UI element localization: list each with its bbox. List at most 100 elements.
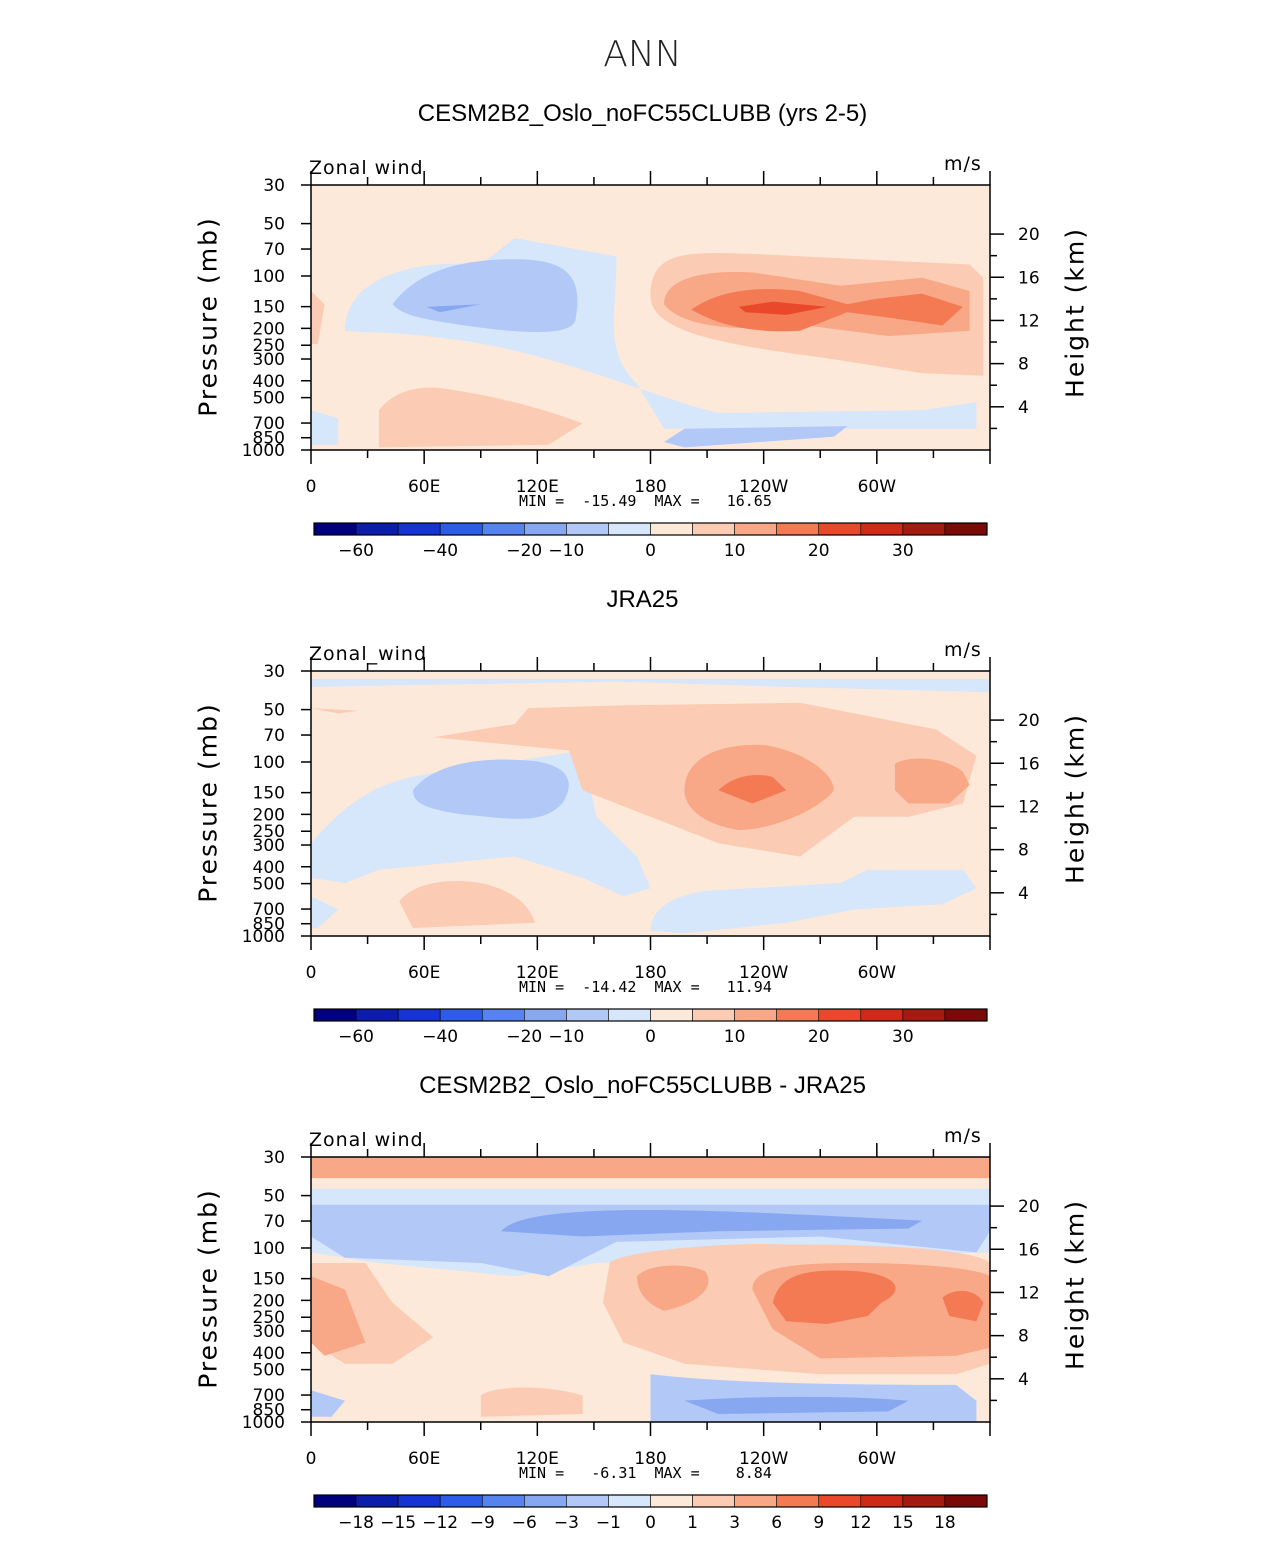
colorbar-swatch (818, 522, 862, 536)
colorbar-swatch (524, 1494, 567, 1508)
y2-tick-label: 8 (1018, 355, 1029, 375)
y-tick-label: 400 (253, 858, 285, 878)
y-tick-label: 100 (253, 1239, 285, 1259)
colorbar-swatch (355, 1494, 399, 1508)
units-label: m/s (944, 639, 982, 661)
colorbar-label: 20 (808, 1027, 830, 1047)
field-label: Zonal wind (309, 157, 424, 179)
x-tick-label: 180 (634, 477, 666, 497)
contour-region (311, 708, 359, 714)
x-tick-label: 120W (739, 1449, 788, 1469)
colorbar-label: 30 (892, 541, 914, 561)
y-tick-label: 300 (253, 350, 285, 370)
x-tick-label: 60E (408, 963, 440, 983)
y-tick-label: 50 (263, 701, 285, 721)
colorbar-swatch (902, 1008, 946, 1022)
x-tick-label: 120W (739, 963, 788, 983)
y-tick-label: 250 (253, 336, 285, 356)
colorbar-label: −3 (554, 1513, 579, 1533)
colorbar-swatch (608, 1008, 651, 1022)
colorbar-swatch (860, 1008, 904, 1022)
y-axis-label: Pressure (mb) (193, 1187, 223, 1389)
colorbar-swatch (397, 522, 441, 536)
colorbar-swatch (692, 522, 735, 536)
min-value: MIN = -15.49 (519, 492, 637, 510)
y-tick-label: 700 (253, 414, 285, 434)
y-tick-label: 1000 (242, 927, 285, 947)
x-tick-label: 60W (858, 963, 897, 983)
colorbar-swatch (902, 522, 946, 536)
y-tick-label: 70 (263, 240, 285, 260)
panel-title: CESM2B2_Oslo_noFC55CLUBB - JRA25 (419, 1072, 866, 1099)
contour-region (311, 678, 990, 693)
y-tick-label: 250 (253, 1308, 285, 1328)
colorbar-swatch (481, 522, 525, 536)
colorbar-swatch (481, 1008, 525, 1022)
colorbar-label: 10 (724, 541, 746, 561)
contour-region (664, 426, 848, 448)
y2-tick-label: 12 (1018, 1283, 1040, 1303)
colorbar-label: 15 (892, 1513, 914, 1533)
colorbar-swatch (313, 522, 357, 536)
y-tick-label: 70 (263, 726, 285, 746)
min-value: MIN = -14.42 (519, 978, 637, 996)
max-value: MAX = 8.84 (654, 1464, 772, 1482)
x-tick-label: 60E (408, 477, 440, 497)
y2-tick-label: 8 (1018, 1327, 1029, 1347)
y2-tick-label: 4 (1018, 884, 1029, 904)
colorbar (313, 522, 988, 536)
field-label: Zonal wind (309, 1129, 424, 1151)
colorbar-swatch (734, 522, 777, 536)
contour-fills (311, 1157, 990, 1422)
y-tick-label: 70 (263, 1212, 285, 1232)
y2-axis-label: Height (km) (1060, 712, 1090, 884)
y-tick-label: 500 (253, 389, 285, 409)
contour-region (772, 1270, 896, 1324)
y-tick-label: 300 (253, 1322, 285, 1342)
y2-tick-label: 20 (1018, 225, 1040, 245)
colorbar-label: −10 (548, 1027, 584, 1047)
contour-region (311, 1276, 366, 1356)
y-tick-label: 500 (253, 1361, 285, 1381)
y2-axis-label: Height (km) (1060, 226, 1090, 398)
colorbar-swatch (776, 522, 820, 536)
y2-tick-label: 20 (1018, 1197, 1040, 1217)
colorbar-label: 12 (850, 1513, 872, 1533)
colorbar-swatch (944, 522, 988, 536)
y-tick-label: 30 (263, 1148, 285, 1168)
y-tick-label: 100 (253, 267, 285, 287)
colorbar-label: −20 (506, 1027, 542, 1047)
contour-region (378, 387, 583, 448)
units-label: m/s (944, 153, 982, 175)
colorbar-swatch (650, 1494, 693, 1508)
y2-tick-label: 16 (1018, 754, 1040, 774)
contour-region (392, 259, 578, 333)
panel-1: CESM2B2_Oslo_noFC55CLUBB (yrs 2-5) 0 60E 12… (0, 100, 1285, 570)
y2-tick-label: 12 (1018, 311, 1040, 331)
colorbar-label: 1 (687, 1513, 698, 1533)
colorbar-swatch (566, 1494, 609, 1508)
colorbar-swatch (439, 1494, 483, 1508)
y-tick-label: 500 (253, 875, 285, 895)
y-tick-label: 50 (263, 215, 285, 235)
y2-tick-label: 8 (1018, 841, 1029, 861)
contour-region (684, 1396, 909, 1415)
y-tick-label: 700 (253, 1386, 285, 1406)
colorbar-swatch (313, 1008, 357, 1022)
colorbar-label: 9 (813, 1513, 824, 1533)
colorbar-swatch (776, 1494, 820, 1508)
y2-axis-label: Height (km) (1060, 1198, 1090, 1370)
x-tick-label: 180 (634, 963, 666, 983)
y-tick-label: 300 (253, 836, 285, 856)
x-tick-label: 0 (306, 477, 317, 497)
contour-region (311, 1390, 345, 1417)
colorbar-swatch (397, 1494, 441, 1508)
colorbar-swatch (524, 1008, 567, 1022)
max-value: MAX = 11.94 (654, 978, 772, 996)
y-tick-label: 400 (253, 1344, 285, 1364)
y-tick-label: 700 (253, 900, 285, 920)
y-tick-label: 150 (253, 1270, 285, 1290)
x-tick-label: 60E (408, 1449, 440, 1469)
colorbar-swatch (818, 1494, 862, 1508)
y-tick-label: 850 (253, 1401, 285, 1421)
